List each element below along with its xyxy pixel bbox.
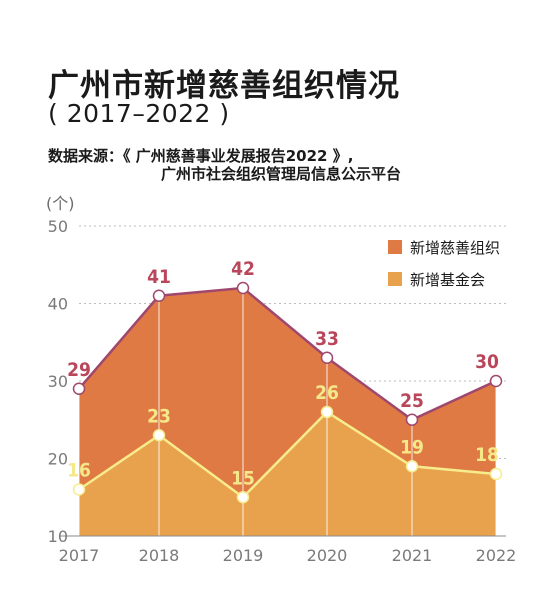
chart-subtitle: ( 2017–2022 ) xyxy=(48,99,230,128)
source-line-1: 数据来源：《 广州慈善事业发展报告2022 》, xyxy=(48,147,354,165)
data-label-new-charity-orgs: 30 xyxy=(475,351,499,373)
x-tick-label: 2021 xyxy=(392,546,433,565)
y-tick-label: 10 xyxy=(48,527,68,546)
data-label-new-charity-orgs: 41 xyxy=(147,266,171,288)
data-label-new-charity-orgs: 42 xyxy=(231,258,255,280)
y-axis-unit: (个) xyxy=(46,194,75,213)
data-point-new-foundations xyxy=(489,467,503,481)
y-tick-label: 50 xyxy=(48,217,68,236)
data-label-new-charity-orgs: 29 xyxy=(67,359,91,381)
x-tick-label: 2022 xyxy=(476,546,517,565)
y-tick-label: 40 xyxy=(48,295,68,314)
source-line-2: 广州市社会组织管理局信息公示平台 xyxy=(161,165,402,183)
data-label-new-foundations: 19 xyxy=(400,436,424,458)
legend-swatch-new-foundations xyxy=(388,272,402,286)
legend-label-new-foundations: 新增基金会 xyxy=(410,271,485,289)
series-line-new-foundations xyxy=(78,410,497,499)
x-tick-label: 2019 xyxy=(223,546,264,565)
y-tick-label: 20 xyxy=(48,450,68,469)
data-label-new-foundations: 15 xyxy=(231,467,255,489)
data-label-new-foundations: 16 xyxy=(67,460,91,482)
series-line-new-charity-orgs xyxy=(78,286,497,422)
y-tick-label: 30 xyxy=(48,372,68,391)
data-point-new-charity-orgs xyxy=(152,289,166,302)
data-label-new-foundations: 23 xyxy=(147,405,171,427)
data-label-new-charity-orgs: 25 xyxy=(400,390,424,412)
data-point-new-charity-orgs xyxy=(320,351,334,364)
data-point-new-foundations xyxy=(405,460,419,473)
data-point-new-charity-orgs xyxy=(72,382,86,395)
data-point-new-foundations xyxy=(72,483,86,496)
x-tick-label: 2018 xyxy=(139,546,180,565)
data-point-new-charity-orgs xyxy=(489,374,503,388)
data-point-new-foundations xyxy=(236,491,250,504)
data-label-new-foundations: 26 xyxy=(315,382,339,404)
data-label-new-charity-orgs: 33 xyxy=(315,328,339,350)
chart-title: 广州市新增慈善组织情况 xyxy=(48,68,400,104)
data-point-new-charity-orgs xyxy=(405,413,419,426)
data-point-new-foundations xyxy=(152,429,166,442)
data-point-new-charity-orgs xyxy=(236,281,250,295)
series-area-new-foundations xyxy=(79,412,496,536)
x-tick-label: 2017 xyxy=(59,546,100,565)
legend-swatch-new-charity-orgs xyxy=(388,240,402,254)
data-label-new-foundations: 18 xyxy=(475,444,499,466)
x-tick-label: 2020 xyxy=(307,546,348,565)
data-point-new-foundations xyxy=(320,405,334,419)
legend-label-new-charity-orgs: 新增慈善组织 xyxy=(410,239,500,257)
